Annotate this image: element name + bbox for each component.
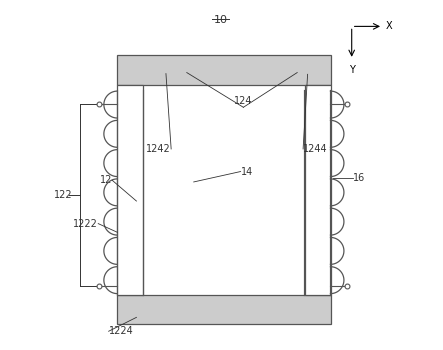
Text: 1244: 1244 [303,144,328,154]
Bar [305,85,331,295]
Text: 16: 16 [353,174,365,183]
Text: 1224: 1224 [109,326,133,336]
Text: 12: 12 [100,175,112,185]
Text: 1222: 1222 [74,219,98,229]
Text: 1242: 1242 [146,144,171,154]
Bar [117,295,331,324]
Bar [117,55,331,85]
Text: 124: 124 [234,96,253,106]
Text: X: X [386,21,392,31]
Text: 14: 14 [241,167,253,176]
Text: 10: 10 [214,15,227,24]
Bar [117,85,144,295]
Text: 122: 122 [54,190,73,200]
Text: Y: Y [349,65,355,75]
